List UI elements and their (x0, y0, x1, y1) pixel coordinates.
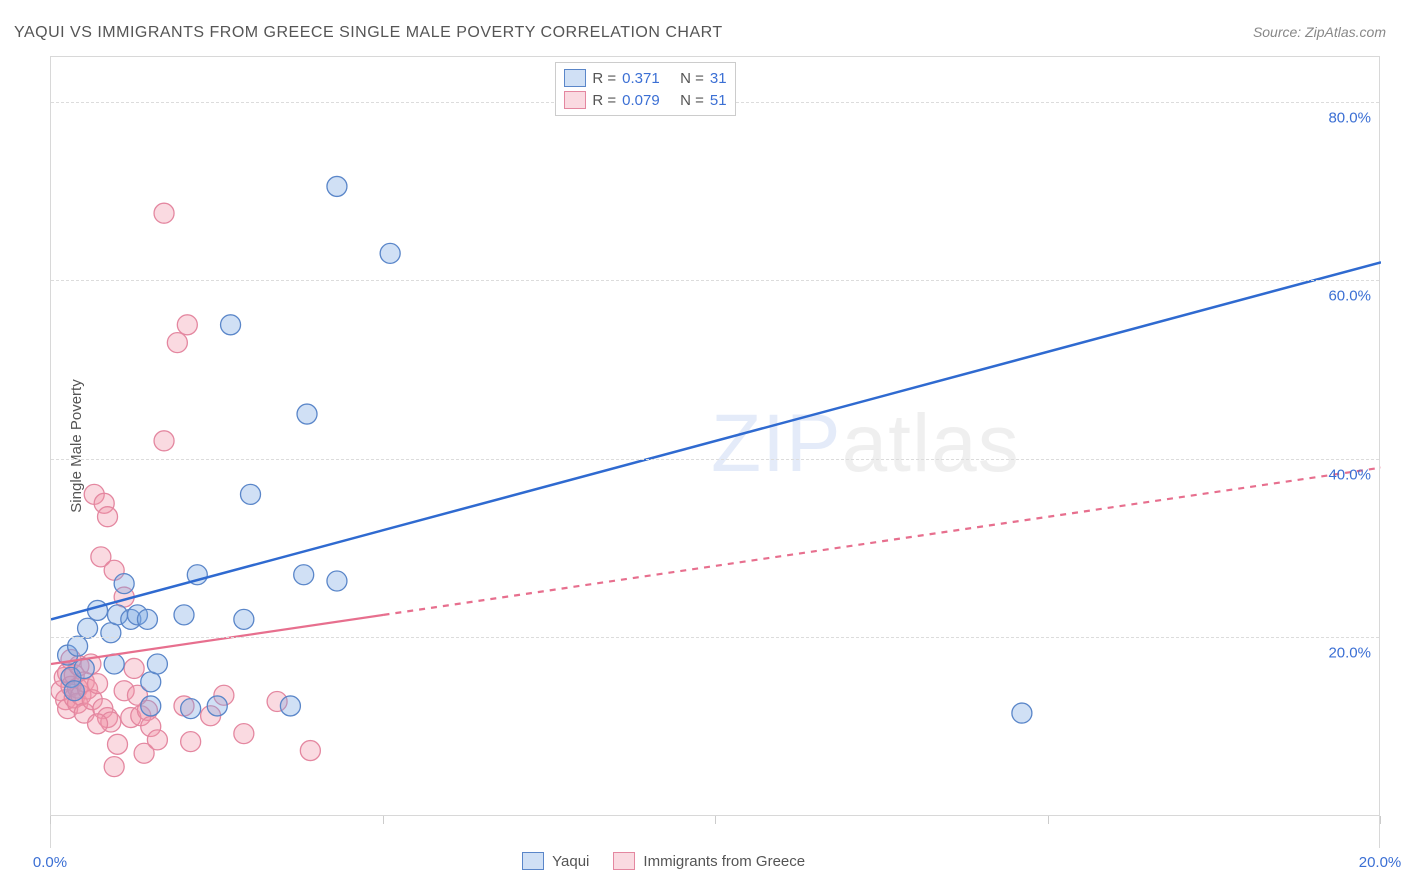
x-tick (383, 816, 384, 824)
legend-swatch (564, 69, 586, 87)
scatter-point (104, 757, 124, 777)
legend-n-label: N = (680, 70, 704, 87)
y-tick-label: 20.0% (1328, 645, 1371, 662)
scatter-point (297, 404, 317, 424)
scatter-point (74, 658, 94, 678)
legend-n-value: 31 (710, 70, 727, 87)
legend-label: Immigrants from Greece (643, 853, 805, 870)
y-tick-label: 80.0% (1328, 109, 1371, 126)
legend-r-value: 0.371 (622, 70, 674, 87)
plot-svg (51, 57, 1381, 849)
scatter-point (167, 333, 187, 353)
scatter-point (177, 315, 197, 335)
scatter-point (181, 732, 201, 752)
legend-row: R = 0.079 N = 51 (564, 89, 726, 111)
scatter-point (114, 574, 134, 594)
scatter-point (294, 565, 314, 585)
legend-r-label: R = (592, 92, 616, 109)
legend-item: Immigrants from Greece (613, 852, 805, 870)
legend-swatch (613, 852, 635, 870)
scatter-point (101, 623, 121, 643)
x-tick (1380, 816, 1381, 824)
scatter-point (104, 654, 124, 674)
scatter-point (234, 724, 254, 744)
y-tick-label: 40.0% (1328, 466, 1371, 483)
legend-n-value: 51 (710, 92, 727, 109)
scatter-point (174, 605, 194, 625)
scatter-point (88, 714, 108, 734)
x-tick-label: 0.0% (33, 854, 67, 871)
scatter-point (207, 696, 227, 716)
legend-label: Yaqui (552, 853, 589, 870)
scatter-point (147, 730, 167, 750)
plot-area: ZIPatlas 20.0%40.0%60.0%80.0% (50, 56, 1380, 848)
scatter-point (154, 431, 174, 451)
y-tick-label: 60.0% (1328, 288, 1371, 305)
scatter-point (327, 571, 347, 591)
source-label: Source: ZipAtlas.com (1253, 24, 1386, 40)
gridline (51, 280, 1379, 281)
x-tick (715, 816, 716, 824)
scatter-point (124, 658, 144, 678)
gridline (51, 637, 1379, 638)
scatter-point (154, 203, 174, 223)
legend-r-label: R = (592, 70, 616, 87)
scatter-point (137, 609, 157, 629)
legend-swatch (564, 91, 586, 109)
gridline (51, 459, 1379, 460)
scatter-point (78, 618, 98, 638)
scatter-point (98, 507, 118, 527)
legend-item: Yaqui (522, 852, 589, 870)
trend-line (51, 615, 384, 664)
scatter-point (108, 734, 128, 754)
legend-r-value: 0.079 (622, 92, 674, 109)
scatter-point (327, 176, 347, 196)
scatter-point (64, 681, 84, 701)
x-tick (50, 816, 51, 824)
x-axis (50, 815, 1380, 816)
scatter-point (380, 243, 400, 263)
x-tick-label: 20.0% (1359, 854, 1402, 871)
scatter-point (1012, 703, 1032, 723)
scatter-point (221, 315, 241, 335)
scatter-point (141, 696, 161, 716)
legend-correlation: R = 0.371 N = 31 R = 0.079 N = 51 (555, 62, 735, 116)
scatter-point (68, 636, 88, 656)
legend-n-label: N = (680, 92, 704, 109)
scatter-point (147, 654, 167, 674)
legend-swatch (522, 852, 544, 870)
scatter-point (181, 699, 201, 719)
x-tick (1048, 816, 1049, 824)
scatter-point (234, 609, 254, 629)
scatter-point (88, 600, 108, 620)
scatter-point (141, 672, 161, 692)
scatter-point (241, 484, 261, 504)
chart-title: YAQUI VS IMMIGRANTS FROM GREECE SINGLE M… (14, 24, 723, 42)
scatter-point (280, 696, 300, 716)
legend-series: Yaqui Immigrants from Greece (522, 852, 805, 870)
legend-row: R = 0.371 N = 31 (564, 67, 726, 89)
chart-container: YAQUI VS IMMIGRANTS FROM GREECE SINGLE M… (0, 0, 1406, 892)
scatter-point (300, 741, 320, 761)
